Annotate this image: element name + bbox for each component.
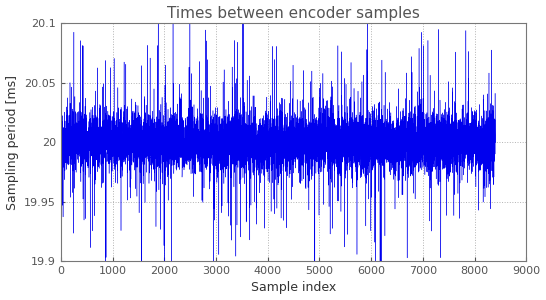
Title: Times between encoder samples: Times between encoder samples xyxy=(167,6,420,21)
Y-axis label: Sampling period [ms]: Sampling period [ms] xyxy=(5,75,19,210)
X-axis label: Sample index: Sample index xyxy=(251,281,336,294)
